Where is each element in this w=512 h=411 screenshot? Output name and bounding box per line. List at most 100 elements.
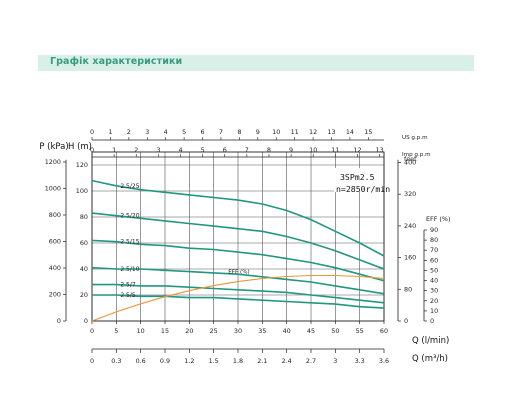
section-header: Графік характеристики bbox=[38, 55, 474, 71]
top-us-tick-label: 1 bbox=[108, 128, 112, 136]
pump-curve-2-5-10 bbox=[91, 266, 385, 295]
eff-axis-label: EFF (%) bbox=[426, 215, 450, 223]
pump-curve-2-5-7 bbox=[92, 283, 385, 304]
x2-tick-label: 0 bbox=[90, 357, 94, 365]
top-us-tick-label: 6 bbox=[200, 128, 204, 136]
top-imp-tick-label: 4 bbox=[178, 146, 182, 154]
x2-tick-label: 3 bbox=[333, 357, 337, 365]
eff-tick-label: 90 bbox=[430, 226, 438, 234]
h-tick-label: 80 bbox=[80, 213, 88, 221]
curve-label: 2.5/7 bbox=[120, 282, 136, 289]
eff-tick-label: 60 bbox=[430, 256, 438, 264]
p-tick-label: 1200 bbox=[45, 158, 61, 166]
x-tick-label: 40 bbox=[283, 327, 291, 335]
top-imp-tick-label: 2 bbox=[134, 146, 138, 154]
eff-tick-label: 80 bbox=[430, 236, 438, 244]
top-us-tick-label: 0 bbox=[90, 128, 94, 136]
feet-axis-label: feet bbox=[404, 155, 417, 163]
x-tick-label: 55 bbox=[356, 327, 364, 335]
top-imp-unit: Imp g.p.m bbox=[402, 152, 431, 158]
eff-curve-label: EFF (%) bbox=[228, 270, 249, 276]
feet-tick-label: 320 bbox=[404, 190, 416, 198]
curve-label: 2.5/5 bbox=[120, 292, 136, 299]
x2-tick-label: 2.1 bbox=[257, 357, 267, 365]
top-us-tick-label: 13 bbox=[327, 128, 335, 136]
p-tick-label: 800 bbox=[49, 211, 61, 219]
x2-tick-label: 0.3 bbox=[111, 357, 121, 365]
x-axis-label: Q (l/min) bbox=[412, 336, 449, 346]
top-us-tick-label: 15 bbox=[364, 128, 372, 136]
top-imp-tick-label: 6 bbox=[223, 146, 227, 154]
pump-curve-2-5-5 bbox=[92, 294, 385, 309]
eff-tick-label: 30 bbox=[430, 287, 438, 295]
eff-tick-label: 0 bbox=[430, 317, 434, 325]
x-tick-label: 30 bbox=[234, 327, 242, 335]
x-tick-label: 0 bbox=[90, 327, 94, 335]
top-imp-tick-label: 1 bbox=[112, 146, 116, 154]
top-imp-tick-label: 7 bbox=[245, 146, 249, 154]
top-imp-tick-label: 8 bbox=[267, 146, 271, 154]
x2-tick-label: 0.6 bbox=[136, 357, 146, 365]
top-us-tick-label: 9 bbox=[256, 128, 260, 136]
top-us-tick-label: 10 bbox=[272, 128, 280, 136]
info-box bbox=[334, 168, 382, 192]
x2-tick-label: 2.7 bbox=[306, 357, 316, 365]
p-tick-label: 0 bbox=[57, 317, 61, 325]
feet-tick-label: 0 bbox=[404, 317, 408, 325]
h-tick-label: 20 bbox=[80, 291, 88, 299]
x2-tick-label: 1.5 bbox=[209, 357, 219, 365]
x-tick-label: 50 bbox=[331, 327, 339, 335]
x-tick-label: 10 bbox=[137, 327, 145, 335]
x-tick-label: 35 bbox=[258, 327, 266, 335]
h-tick-label: 60 bbox=[80, 239, 88, 247]
top-imp-tick-label: 12 bbox=[353, 146, 361, 154]
top-imp-tick-label: 13 bbox=[376, 146, 384, 154]
eff-tick-label: 70 bbox=[430, 246, 438, 254]
pump-curve-2-5-15 bbox=[91, 239, 385, 282]
x-tick-label: 60 bbox=[380, 327, 388, 335]
pump-curve-2-5-20 bbox=[91, 212, 385, 270]
top-us-tick-label: 4 bbox=[164, 128, 168, 136]
h-tick-label: 100 bbox=[76, 187, 88, 195]
top-us-tick-label: 8 bbox=[237, 128, 241, 136]
x-axis2-label: Q (m³/h) bbox=[412, 354, 448, 364]
eff-tick-label: 50 bbox=[430, 266, 438, 274]
p-tick-label: 400 bbox=[49, 264, 61, 272]
x2-tick-label: 0.9 bbox=[160, 357, 170, 365]
x-tick-label: 45 bbox=[307, 327, 315, 335]
curve-label: 2.5/15 bbox=[120, 239, 139, 246]
feet-tick-label: 160 bbox=[404, 254, 416, 262]
top-us-tick-label: 12 bbox=[309, 128, 317, 136]
top-us-unit: US g.p.m bbox=[402, 135, 428, 141]
pump-curve-2-5-25 bbox=[91, 179, 385, 257]
h-tick-label: 120 bbox=[76, 161, 88, 169]
p-tick-label: 1000 bbox=[45, 184, 61, 192]
x2-tick-label: 2.4 bbox=[282, 357, 292, 365]
model-label: 3SPm2.5 bbox=[340, 172, 375, 182]
top-us-tick-label: 11 bbox=[291, 128, 299, 136]
efficiency-curve bbox=[91, 274, 385, 322]
section-title: Графік характеристики bbox=[50, 56, 183, 67]
p-axis-label: P (kPa) bbox=[39, 142, 68, 152]
speed-label: n=2850r/min bbox=[336, 184, 390, 194]
top-imp-tick-label: 3 bbox=[156, 146, 160, 154]
eff-tick-label: 40 bbox=[430, 277, 438, 285]
x-tick-label: 20 bbox=[185, 327, 193, 335]
p-tick-label: 200 bbox=[49, 290, 61, 298]
top-us-tick-label: 14 bbox=[346, 128, 354, 136]
top-imp-tick-label: 0 bbox=[90, 146, 94, 154]
feet-tick-label: 80 bbox=[404, 285, 412, 293]
feet-tick-label: 240 bbox=[404, 222, 416, 230]
x2-tick-label: 1.8 bbox=[233, 357, 243, 365]
h-axis-label: H (m) bbox=[68, 142, 92, 152]
h-tick-label: 0 bbox=[84, 317, 88, 325]
feet-tick-label: 400 bbox=[404, 159, 416, 167]
curve-label: 2.5/25 bbox=[120, 183, 139, 190]
curve-label: 2.5/10 bbox=[120, 266, 139, 273]
top-imp-tick-label: 11 bbox=[331, 146, 339, 154]
curve-label: 2.5/20 bbox=[120, 213, 139, 220]
p-tick-label: 600 bbox=[49, 237, 61, 245]
top-imp-tick-label: 5 bbox=[201, 146, 205, 154]
top-imp-tick-label: 9 bbox=[289, 146, 293, 154]
